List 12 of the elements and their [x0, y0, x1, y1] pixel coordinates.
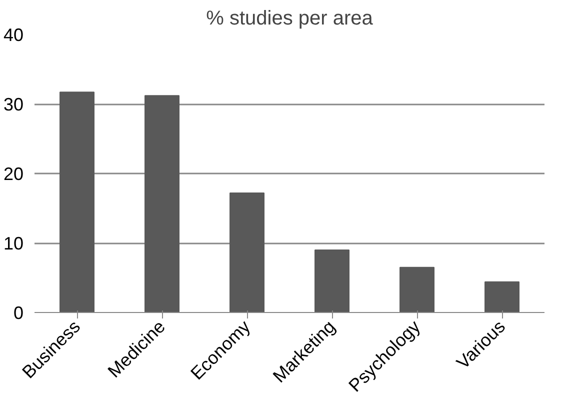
bar [484, 281, 520, 312]
y-tick-label: 20 [3, 164, 24, 184]
y-tick-label: 40 [3, 25, 24, 45]
y-tick-label: 0 [13, 303, 24, 323]
bar [314, 249, 350, 312]
y-tick-label: 30 [3, 94, 24, 114]
bar [60, 92, 94, 312]
bar [144, 95, 180, 312]
bar [400, 266, 434, 312]
chart-title: % studies per area [206, 8, 374, 30]
y-tick-label: 10 [3, 234, 24, 254]
bar [230, 192, 264, 312]
